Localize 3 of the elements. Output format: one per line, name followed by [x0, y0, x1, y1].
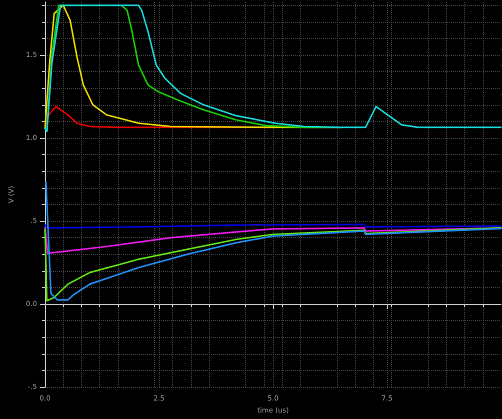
line-series: [44, 226, 502, 302]
line-series: [44, 4, 502, 132]
line-series: [45, 181, 502, 301]
